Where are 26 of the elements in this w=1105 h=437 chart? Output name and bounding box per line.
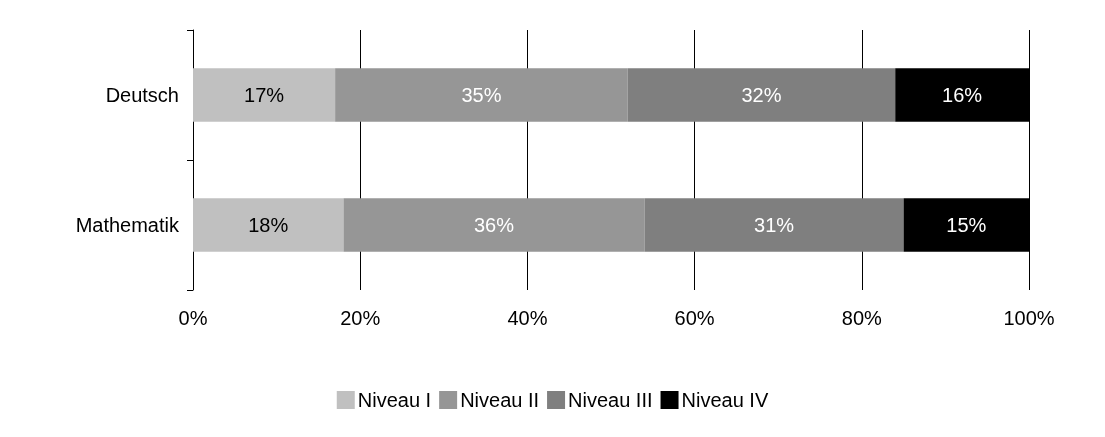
data-label: 35% [461, 84, 502, 106]
data-label: 17% [244, 84, 285, 106]
x-tick-label: 80% [841, 307, 883, 329]
x-tick-label: 60% [674, 307, 715, 329]
y-tick-label: Deutsch [105, 84, 179, 106]
data-label: 31% [754, 214, 795, 236]
x-tick-label: 100% [1003, 307, 1055, 329]
bar [343, 198, 645, 252]
bar [627, 68, 896, 122]
legend-label: Niveau I [357, 389, 432, 411]
x-tick-label: 0% [178, 307, 208, 329]
data-label: 36% [473, 214, 515, 236]
y-tick-label: Mathematik [75, 214, 180, 236]
data-label: 16% [942, 84, 983, 106]
x-tick-label: 40% [507, 307, 548, 329]
bar [644, 198, 904, 252]
x-tick-label: 20% [340, 307, 381, 329]
legend-label: Niveau IV [681, 389, 769, 411]
data-label: 15% [946, 214, 987, 236]
bar [335, 68, 628, 122]
legend-label: Niveau III [568, 389, 653, 411]
bar [193, 68, 336, 122]
legend-label: Niveau II [460, 389, 540, 411]
data-label: 18% [248, 214, 289, 236]
data-label: 32% [741, 84, 782, 106]
bar [193, 198, 344, 252]
